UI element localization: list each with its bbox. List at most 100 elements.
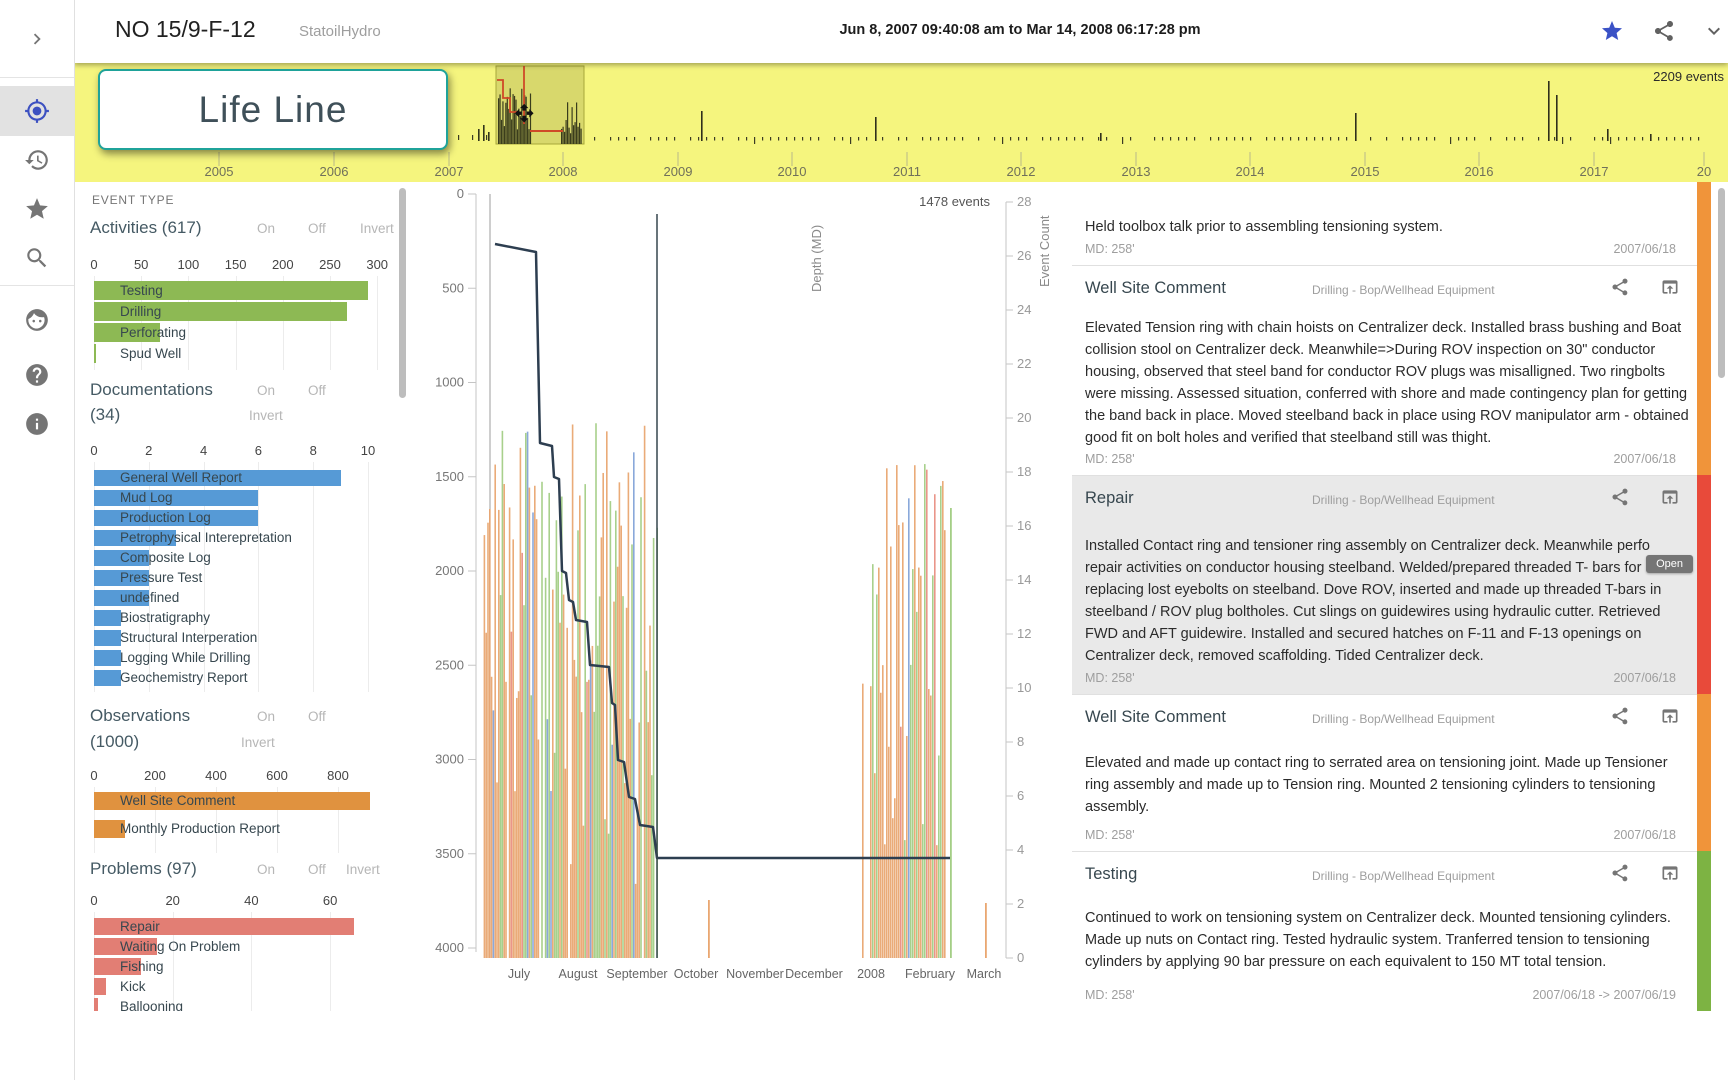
date-range-label: Jun 8, 2007 09:40:08 am to Mar 14, 2008 … <box>839 22 1201 38</box>
share-icon[interactable] <box>1610 277 1630 297</box>
filter-bar-structural-interperation[interactable] <box>94 630 122 646</box>
cards-scrollbar[interactable] <box>1718 188 1725 378</box>
filter-gridline <box>148 462 150 692</box>
star-icon[interactable] <box>24 196 50 222</box>
timeline-year-label: 2006 <box>320 164 349 179</box>
filter-axis-tick: 8 <box>309 443 317 458</box>
card-status-strip <box>1697 182 1711 265</box>
filter-bar-label: Well Site Comment <box>120 793 236 808</box>
filter-invert-button[interactable]: Invert <box>249 408 283 423</box>
filter-bar-pressure-test[interactable] <box>94 570 149 586</box>
info-icon[interactable] <box>24 411 50 437</box>
card-category: Drilling - Bop/Wellhead Equipment <box>1312 869 1495 883</box>
right-axis-label: Event Count <box>1037 215 1052 287</box>
event-card[interactable]: Repair Drilling - Bop/Wellhead Equipment I… <box>1072 475 1711 694</box>
filter-bar-general-well-report[interactable] <box>94 470 341 486</box>
filter-bar-drilling[interactable] <box>94 302 347 321</box>
filter-off-button[interactable]: Off <box>308 862 326 877</box>
filter-bar-perforating[interactable] <box>94 323 161 342</box>
search-icon[interactable] <box>24 245 50 271</box>
chevron-down-icon[interactable] <box>1702 19 1726 43</box>
filter-gridline <box>282 276 284 370</box>
filter-bar-fishing[interactable] <box>94 958 142 975</box>
count-axis-tick: 6 <box>1017 788 1024 803</box>
card-md-value: MD: 258' <box>1085 988 1135 1002</box>
filters-scrollbar[interactable] <box>399 188 406 398</box>
filter-invert-button[interactable]: Invert <box>346 862 380 877</box>
filter-bar-kick[interactable] <box>94 978 106 995</box>
filter-bar-biostratigraphy[interactable] <box>94 610 122 626</box>
left-axis-label: Depth (MD) <box>809 224 824 292</box>
filter-bar-spud-well[interactable] <box>94 344 96 363</box>
event-card[interactable]: Well Site Comment Drilling - Bop/Wellhead… <box>1072 694 1711 851</box>
filter-bar-petrophysical-interepretation[interactable] <box>94 530 177 546</box>
event-card[interactable]: Testing Drilling - Bop/Wellhead Equipment… <box>1072 851 1711 1011</box>
lifeline-timeline[interactable]: 2005 2006 2007 2008 2009 2010 2011 2012 2013 2014… <box>74 63 1728 182</box>
card-title: Well Site Comment <box>1085 279 1226 297</box>
filter-bar-well-site-comment[interactable] <box>94 792 371 810</box>
filter-axis-tick: 0 <box>90 768 98 783</box>
card-divider <box>1072 694 1697 695</box>
open-badge[interactable]: Open <box>1646 555 1693 573</box>
open-in-browser-icon[interactable] <box>1660 706 1680 726</box>
filter-gridline <box>313 462 315 692</box>
my-location-icon[interactable] <box>24 98 50 124</box>
event-card[interactable]: Held toolbox talk prior to assembling te… <box>1072 182 1711 265</box>
share-icon[interactable] <box>1610 487 1630 507</box>
filter-bar-testing[interactable] <box>94 281 368 300</box>
help-icon[interactable] <box>24 362 50 388</box>
timeline-event-spike <box>1556 95 1558 141</box>
filter-bar-ballooning[interactable] <box>94 998 98 1011</box>
filter-invert-button[interactable]: Invert <box>360 221 394 236</box>
filter-bar-waiting-on-problem[interactable] <box>94 938 157 955</box>
filter-on-button[interactable]: On <box>257 383 276 398</box>
filter-bar-mud-log[interactable] <box>94 490 259 506</box>
filter-on-button[interactable]: On <box>257 709 276 724</box>
filter-gridline <box>155 787 156 853</box>
depth-axis-tick: 500 <box>442 280 464 295</box>
filter-bar-composite-log[interactable] <box>94 550 149 566</box>
event-card[interactable]: Well Site Comment Drilling - Bop/Wellhead… <box>1072 265 1711 475</box>
favorite-star-icon[interactable] <box>1600 19 1624 43</box>
lifeline-tool-label[interactable]: Life Line <box>98 69 448 150</box>
count-axis-tick: 28 <box>1017 194 1031 209</box>
filter-on-button[interactable]: On <box>257 862 276 877</box>
timeline-year-label: 2009 <box>664 164 693 179</box>
timeline-year-label: 2014 <box>1236 164 1265 179</box>
filter-bar-label: Logging While Drilling <box>120 650 251 665</box>
card-date: 2007/06/18 <box>1613 828 1676 842</box>
filter-bar-label: Perforating <box>120 324 187 340</box>
open-in-browser-icon[interactable] <box>1660 277 1680 297</box>
filter-bar-repair[interactable] <box>94 918 354 935</box>
timeline-year-label: 2017 <box>1580 164 1609 179</box>
filter-bar-monthly-production-report[interactable] <box>94 820 125 838</box>
share-icon[interactable] <box>1610 863 1630 883</box>
open-in-browser-icon[interactable] <box>1660 487 1680 507</box>
filter-group-title: Observations <box>90 706 191 725</box>
count-axis-tick: 22 <box>1017 356 1031 371</box>
history-icon[interactable] <box>24 147 50 173</box>
filter-off-button[interactable]: Off <box>308 709 326 724</box>
filter-off-button[interactable]: Off <box>308 221 326 236</box>
card-divider <box>1072 851 1697 852</box>
filter-bar-undefined[interactable] <box>94 590 149 606</box>
filter-bar-label: Geochemistry Report <box>120 670 248 685</box>
filter-gridline <box>368 462 369 692</box>
filter-invert-button[interactable]: Invert <box>241 735 275 750</box>
filter-on-button[interactable]: On <box>257 221 276 236</box>
open-in-browser-icon[interactable] <box>1660 863 1680 883</box>
filter-bar-label: undefined <box>120 590 180 605</box>
share-icon[interactable] <box>1610 706 1630 726</box>
share-icon[interactable] <box>1652 19 1676 43</box>
filter-group-count: (1000) <box>90 732 140 751</box>
chevron-right-icon[interactable] <box>26 28 48 50</box>
face-icon[interactable] <box>24 307 50 333</box>
filter-axis-tick: 600 <box>266 768 288 783</box>
filter-bar-geochemistry-report[interactable] <box>94 670 122 686</box>
filter-bar-production-log[interactable] <box>94 510 259 526</box>
filter-bar-logging-while-drilling[interactable] <box>94 650 122 666</box>
filter-off-button[interactable]: Off <box>308 383 326 398</box>
count-axis-tick: 16 <box>1017 518 1031 533</box>
depth-event-chart[interactable]: 0 500 1000 1500 2000 2500 3000 3500 4000 28 26 24 22… <box>397 182 1072 1011</box>
